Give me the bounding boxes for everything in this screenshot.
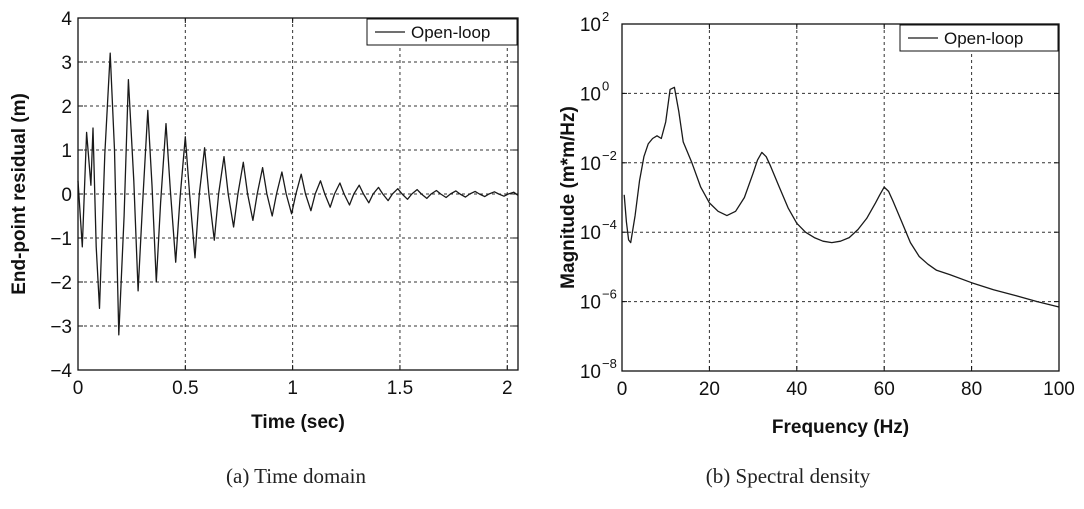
x-tick-label: 0 xyxy=(617,379,628,400)
x-tick-label: 1.5 xyxy=(387,378,413,399)
y-tick-exponent: −2 xyxy=(602,148,617,163)
y-tick-base: 10 xyxy=(580,84,601,105)
y-tick-label: 4 xyxy=(61,9,72,30)
y-tick-label: 10 xyxy=(580,293,601,314)
x-tick-label: 100 xyxy=(1043,379,1075,400)
y-tick-label: 0 xyxy=(61,185,72,206)
y-tick-exponent: 2 xyxy=(602,9,609,24)
x-tick-label: 40 xyxy=(786,379,807,400)
x-tick-label: 60 xyxy=(874,379,895,400)
spectral-density-caption: (b) Spectral density xyxy=(705,464,871,488)
legend-label: Open-loop xyxy=(944,29,1023,48)
x-axis-title: Frequency (Hz) xyxy=(772,417,909,438)
time-domain-caption: (a) Time domain xyxy=(226,464,366,488)
y-tick-base: 10 xyxy=(580,293,601,314)
x-tick-label: 2 xyxy=(502,378,513,399)
y-tick-base: 10 xyxy=(580,154,601,175)
y-tick-label: 10 xyxy=(580,223,601,244)
y-tick-label: 3 xyxy=(61,53,72,74)
plot-area xyxy=(622,24,1059,371)
x-tick-label: 80 xyxy=(961,379,982,400)
y-axis-title: End-point residual (m) xyxy=(9,93,30,295)
y-tick-label: 10 xyxy=(580,84,601,105)
y-tick-base: 10 xyxy=(580,15,601,36)
legend: Open-loop xyxy=(899,24,1059,52)
y-tick-label: 2 xyxy=(61,97,72,118)
y-tick-label: −1 xyxy=(50,229,72,250)
y-tick-base: 10 xyxy=(580,223,601,244)
y-tick-label: −2 xyxy=(50,273,72,294)
y-tick-exponent: −8 xyxy=(602,356,617,371)
y-tick-label: 10 xyxy=(580,154,601,175)
y-tick-label: 10 xyxy=(580,15,601,36)
y-tick-label: 1 xyxy=(61,141,72,162)
time-domain-chart: 0 0.5 1 1.5 2 −4 −3 −2 −1 0 1 2 3 4 Time (sec) End-poin… xyxy=(9,9,519,433)
y-tick-exponent: −4 xyxy=(602,217,617,232)
x-tick-label: 0.5 xyxy=(172,378,198,399)
y-tick-label: −3 xyxy=(50,317,72,338)
y-tick-exponent: 0 xyxy=(602,78,609,93)
x-tick-label: 1 xyxy=(287,378,298,399)
x-tick-label: 20 xyxy=(699,379,720,400)
x-tick-label: 0 xyxy=(73,378,84,399)
axes-frame xyxy=(621,23,1060,372)
legend-label: Open-loop xyxy=(411,23,490,42)
y-tick-base: 10 xyxy=(580,362,601,383)
series-line-0 xyxy=(623,86,1060,308)
y-tick-label: −4 xyxy=(50,361,72,382)
y-axis-title: Magnitude (m*m/Hz) xyxy=(558,106,579,289)
y-tick-label: 10 xyxy=(580,362,601,383)
x-axis-title: Time (sec) xyxy=(251,412,345,433)
y-tick-exponent: −6 xyxy=(602,287,617,302)
series-line-0 xyxy=(77,52,519,336)
legend: Open-loop xyxy=(366,18,518,46)
